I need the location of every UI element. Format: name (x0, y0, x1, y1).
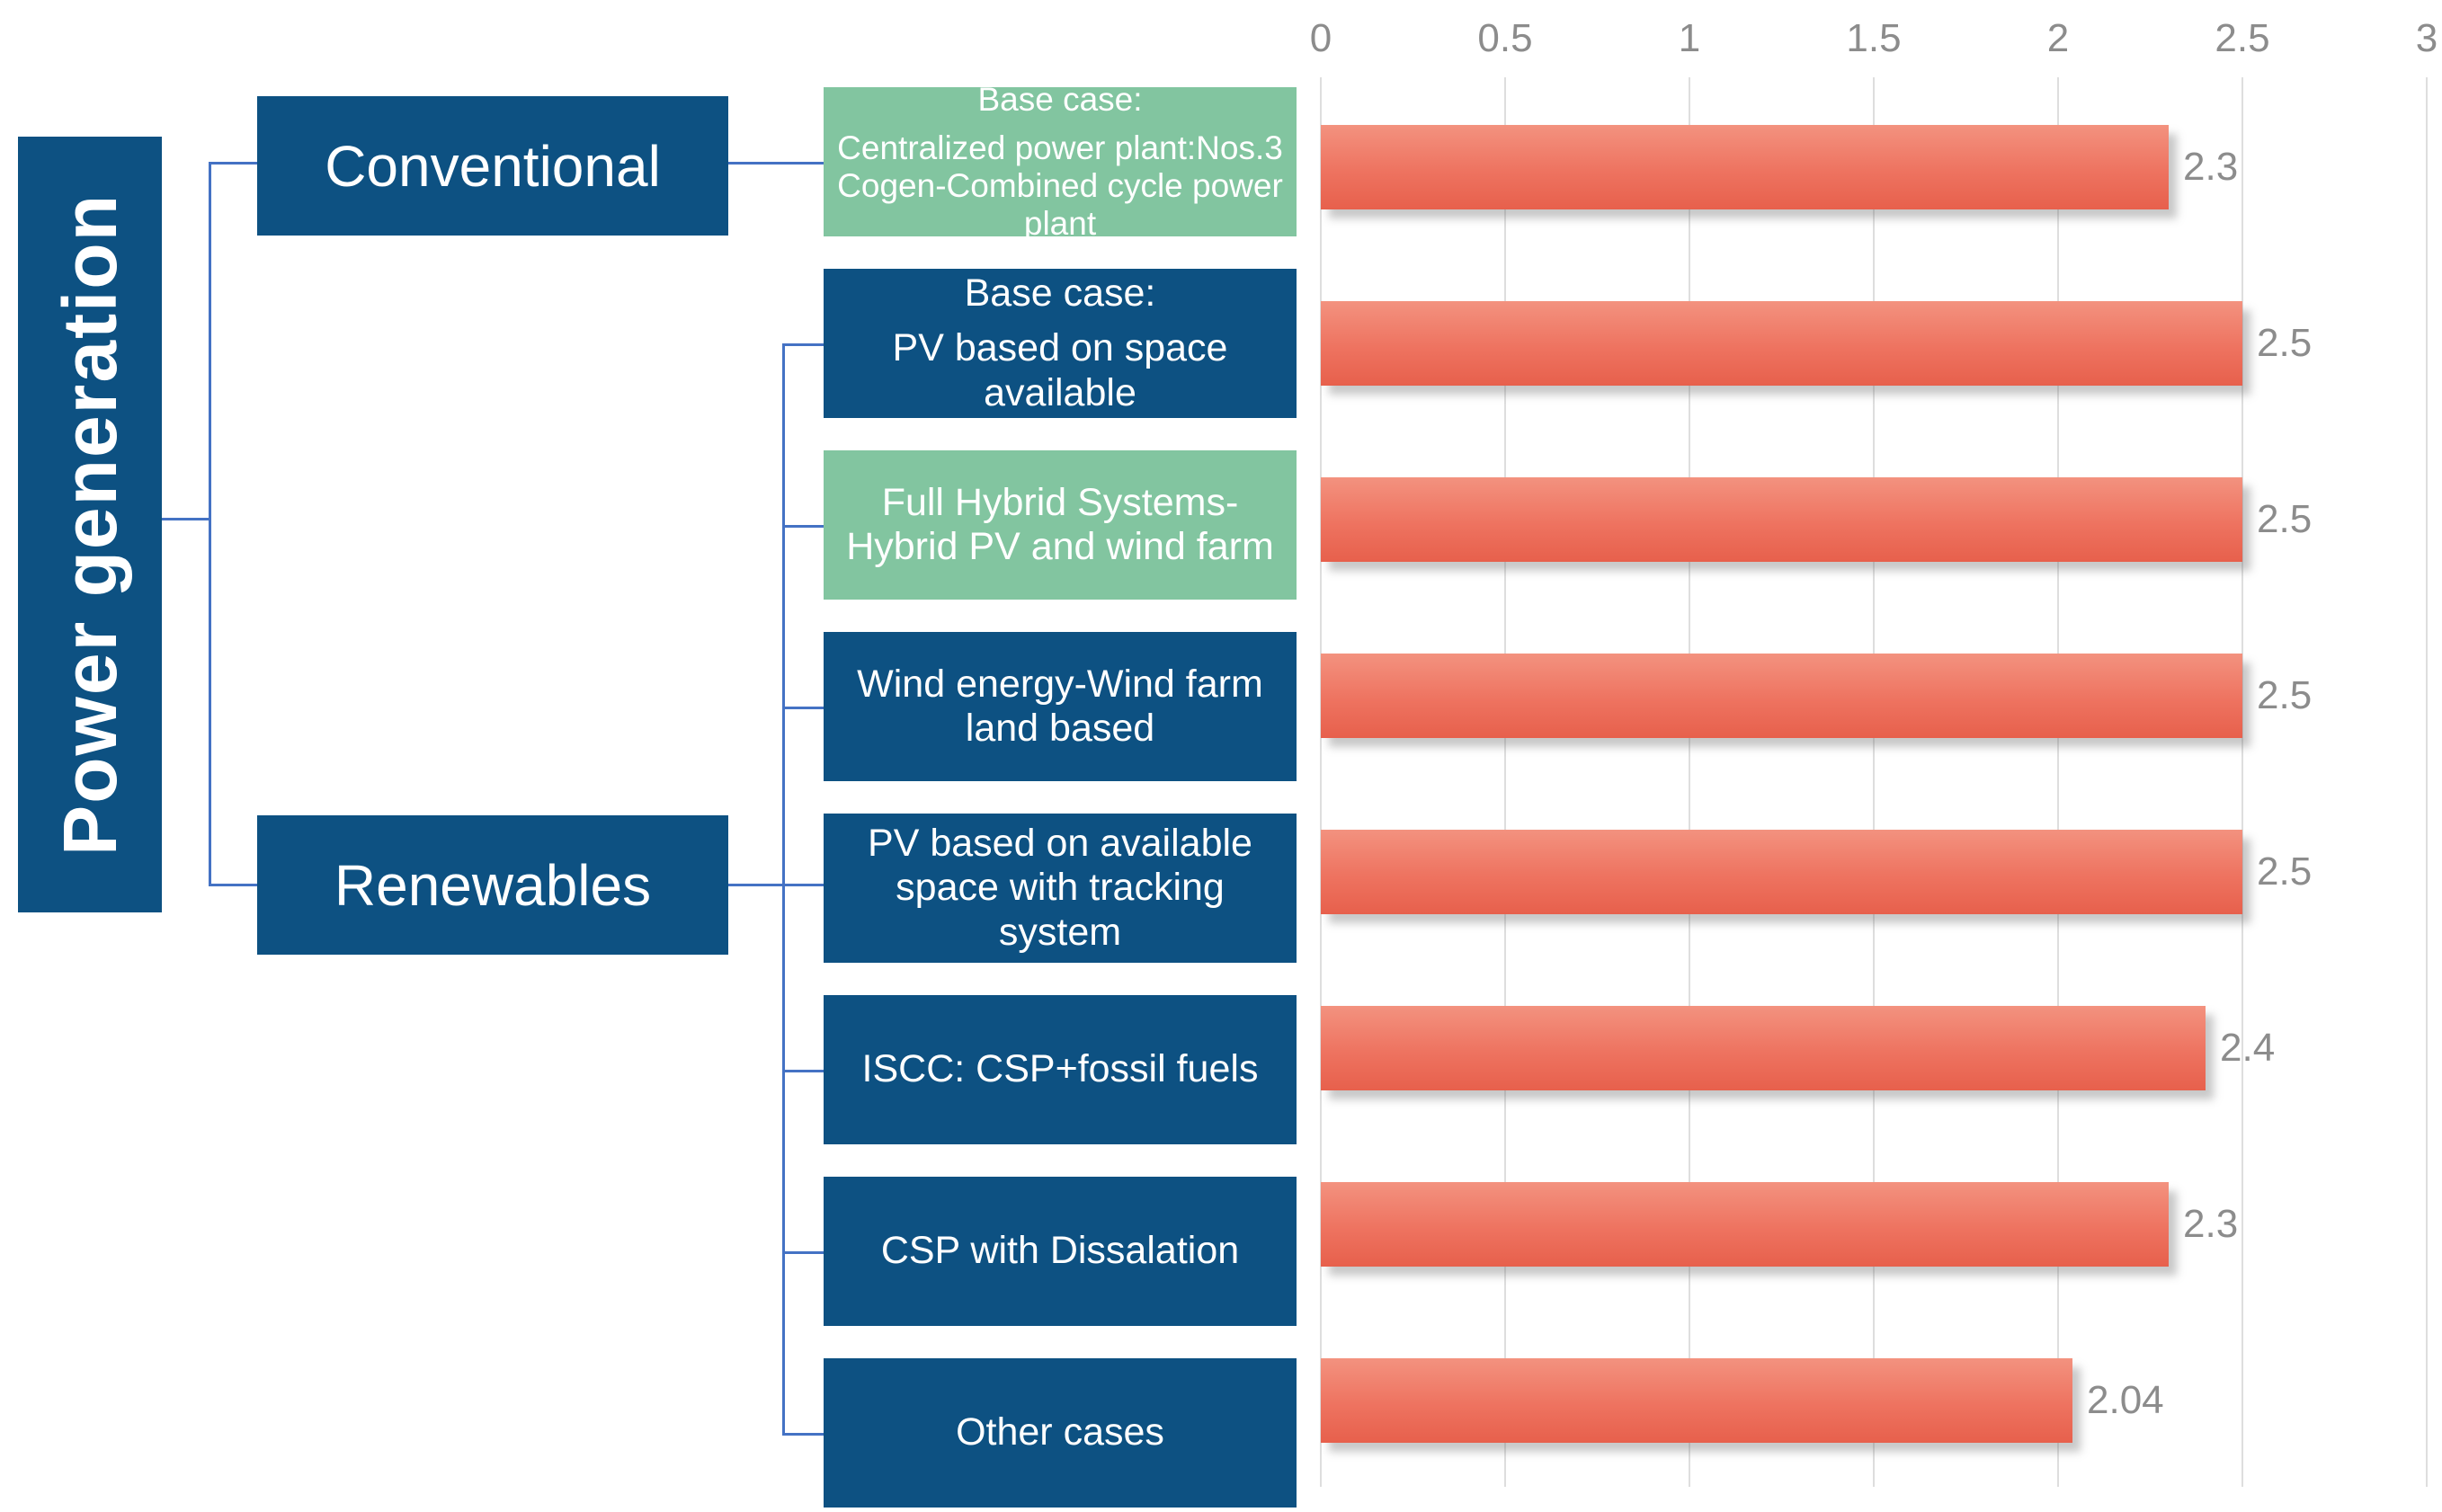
connector-renewables-to-spine (728, 884, 824, 886)
case-box-label: Wind energy-Wind farm land based (857, 662, 1263, 750)
case-box-2: Base case: PV based on space available (824, 269, 1297, 418)
x-axis-tick-label: 1.5 (1846, 16, 1902, 60)
x-axis-tick-label: 2.5 (2215, 16, 2270, 60)
x-axis-tick-label: 2 (2046, 16, 2070, 60)
bar-value-label: 2.5 (2257, 321, 2313, 365)
x-axis-tick-label: 1 (1678, 16, 1701, 60)
case-box-5: PV based on available space with tracking… (824, 814, 1297, 963)
case-box-label: CSP with Dissalation (880, 1229, 1240, 1273)
case-box-1: Base case: Centralized power plant:Nos.3 C… (824, 81, 1297, 242)
gridline-x-0 (1320, 77, 1322, 1487)
branch-box-renewables: Renewables (257, 815, 728, 955)
connector-spine-to-case-2 (782, 343, 824, 346)
connector-spine-to-case-8 (782, 1433, 824, 1436)
connector-root-to-trunk (162, 518, 209, 520)
case-box-label: PV based on space available (892, 326, 1228, 414)
connector-spine-to-case-7 (782, 1251, 824, 1254)
case-box-label: ISCC: CSP+fossil fuels (861, 1047, 1259, 1091)
x-axis-tick-label: 0.5 (1477, 16, 1533, 60)
gridline-x-1 (1689, 77, 1690, 1487)
case-box-8: Other cases (824, 1358, 1297, 1508)
case-box-label: Other cases (956, 1410, 1164, 1454)
case-box-label: PV based on available space with tracking… (868, 821, 1252, 954)
case-box-label: Base case: (964, 271, 1156, 315)
connector-spine-to-case-3 (782, 525, 824, 528)
connector-trunk (209, 162, 211, 886)
bar-8 (1321, 1358, 2072, 1443)
bar-value-label: 2.4 (2220, 1026, 2276, 1070)
gridline-x-2.5 (2241, 77, 2243, 1487)
case-box-4: Wind energy-Wind farm land based (824, 632, 1297, 781)
connector-spine-to-case-4 (782, 707, 824, 709)
branch-box-conventional: Conventional (257, 96, 728, 236)
case-box-3: Full Hybrid Systems- Hybrid PV and wind f… (824, 450, 1297, 600)
x-axis-tick-label: 3 (2415, 16, 2438, 60)
x-axis-tick-label: 0 (1309, 16, 1332, 60)
bar-value-label: 2.3 (2183, 145, 2239, 189)
bar-value-label: 2.5 (2257, 497, 2313, 541)
gridline-x-3 (2426, 77, 2428, 1487)
bar-value-label: 2.5 (2257, 673, 2313, 717)
connector-spine-to-case-6 (782, 1070, 824, 1072)
bar-value-label: 2.04 (2087, 1378, 2164, 1422)
connector-trunk-to-conventional (209, 162, 257, 165)
connector-trunk-to-renewables (209, 884, 257, 886)
bar-2 (1321, 301, 2242, 386)
bar-value-label: 2.5 (2257, 849, 2313, 894)
root-box-power-generation: Power generation (18, 137, 162, 912)
bar-3 (1321, 477, 2242, 562)
bar-7 (1321, 1182, 2169, 1267)
connector-spine (782, 343, 785, 1433)
case-box-6: ISCC: CSP+fossil fuels (824, 995, 1297, 1144)
case-box-7: CSP with Dissalation (824, 1177, 1297, 1326)
gridline-x-1.5 (1873, 77, 1875, 1487)
gridline-x-0.5 (1504, 77, 1506, 1487)
bar-4 (1321, 654, 2242, 738)
bar-6 (1321, 1006, 2206, 1090)
case-box-label: Base case: (977, 80, 1143, 118)
branch-box-conventional-label: Conventional (325, 133, 661, 199)
bar-1 (1321, 125, 2169, 209)
case-box-label: Full Hybrid Systems- Hybrid PV and wind f… (846, 480, 1274, 568)
gridline-x-2 (2057, 77, 2059, 1487)
connector-conventional-to-case (728, 162, 824, 165)
case-box-label: Centralized power plant:Nos.3 Cogen-Combi… (837, 129, 1283, 243)
root-box-label: Power generation (47, 193, 132, 856)
bar-5 (1321, 830, 2242, 914)
branch-box-renewables-label: Renewables (334, 852, 652, 918)
bar-value-label: 2.3 (2183, 1202, 2239, 1246)
